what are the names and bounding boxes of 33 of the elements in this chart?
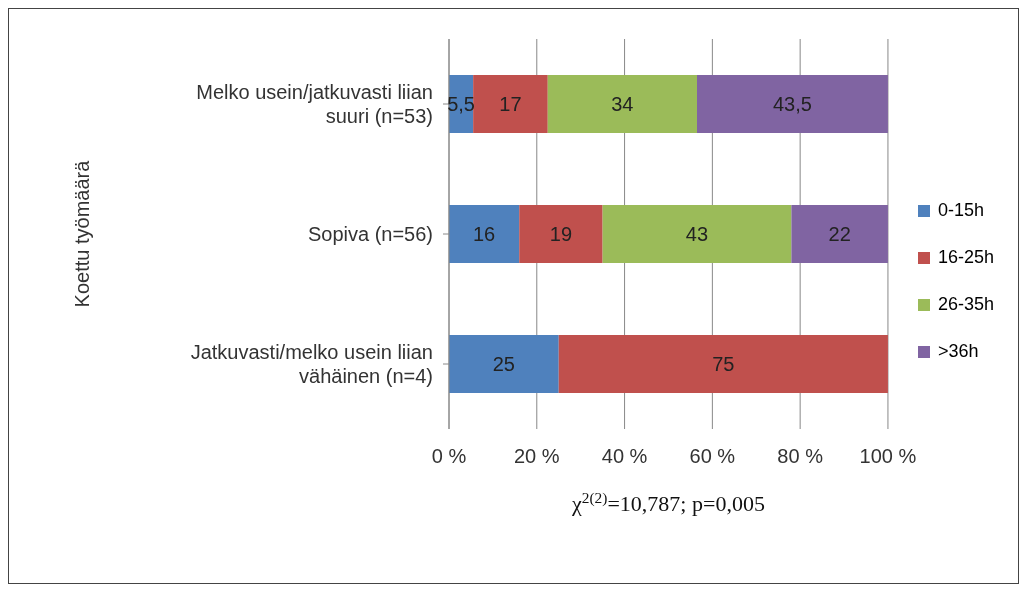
- y-tick-label: Sopiva (n=56): [307, 223, 433, 245]
- data-label: 17: [499, 93, 522, 115]
- bar: [558, 335, 888, 393]
- data-label: 16: [472, 223, 496, 245]
- bar: [791, 205, 888, 263]
- data-label: 25: [492, 353, 515, 375]
- x-tick-label: 20 %: [513, 445, 560, 468]
- data-label: 34: [611, 93, 634, 115]
- y-tick-label: Jatkuvasti/melko usein liian vähäinen (n=4): [190, 341, 433, 387]
- legend-label: >36h: [937, 341, 979, 362]
- data-label: 22: [828, 223, 851, 245]
- bar: [602, 205, 792, 263]
- x-tick-label: 40 %: [601, 445, 648, 468]
- legend-label: 26-35h: [937, 294, 994, 315]
- bar: [519, 205, 603, 263]
- bar: [473, 75, 548, 133]
- x-tick-label: 0 %: [431, 445, 467, 468]
- x-tick-label: 60 %: [689, 445, 736, 468]
- bar: [697, 75, 888, 133]
- data-label: 19: [549, 223, 573, 245]
- x-axis-title: χ$^{2(2)}$=10,787; p=0,005: [571, 488, 765, 516]
- data-label: 43: [685, 223, 709, 245]
- y-tick-label: Melko usein/jatkuvasti liian suuri (n=53): [196, 81, 433, 127]
- bar: [449, 335, 559, 393]
- legend-label: 16-25h: [937, 247, 994, 268]
- bar: [547, 75, 697, 133]
- legend-label: 0-15h: [937, 200, 984, 221]
- data-label: 75: [712, 353, 735, 375]
- x-tick-label: 80 %: [777, 445, 824, 468]
- x-tick-label: 100 %: [859, 445, 917, 468]
- bar: [449, 205, 520, 263]
- y-axis-title: Koettu työmäärä: [71, 159, 93, 308]
- data-label: 43,5: [773, 93, 812, 115]
